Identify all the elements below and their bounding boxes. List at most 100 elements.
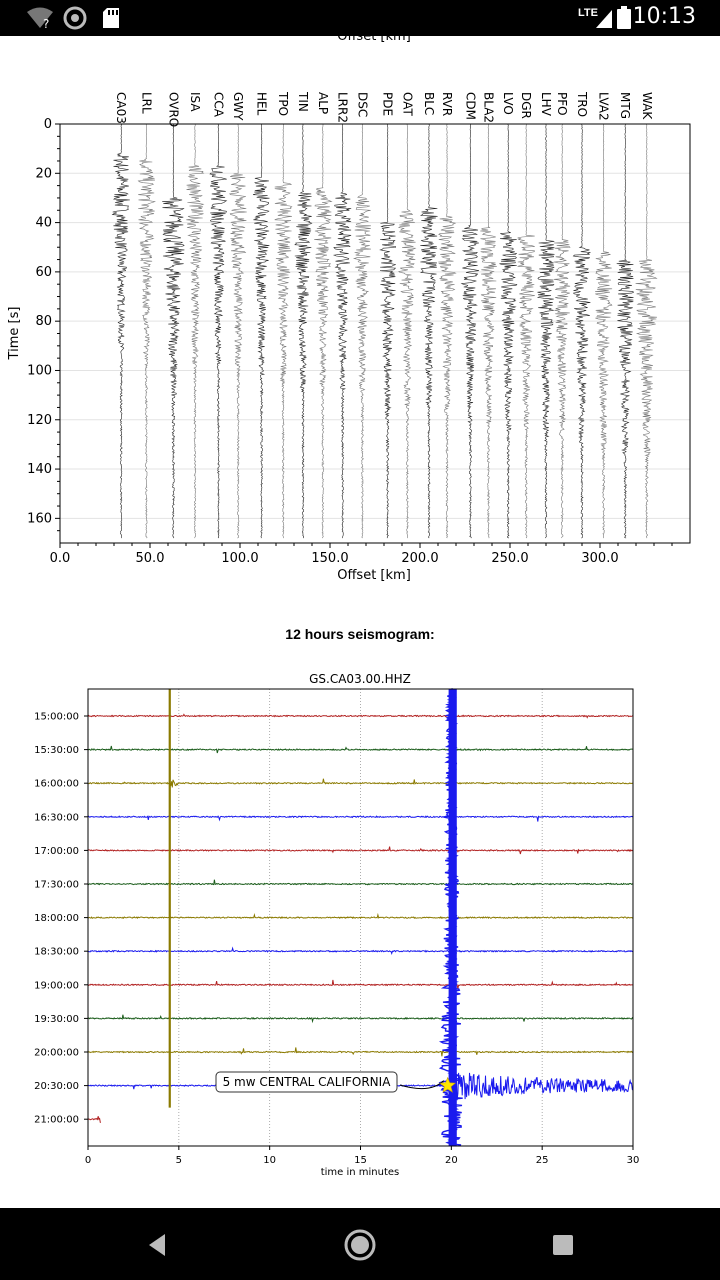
station-trace [517, 123, 535, 539]
station-label: BLC [422, 92, 436, 115]
y-tick-label: 120 [27, 413, 52, 428]
station-label: ALP [316, 92, 330, 114]
station-label: WAK [640, 92, 654, 120]
station-trace [499, 123, 518, 539]
station-label: CA03 [114, 92, 128, 124]
helicorder-row-trace [87, 979, 634, 990]
helicorder-x-tick: 5 [176, 1155, 182, 1166]
record-section-plot: Offset [km] CA03 LRL OVRO ISA CCA GWY HEL TPO TI… [7, 36, 691, 583]
x-tick-label: 300.0 [581, 551, 618, 566]
helicorder-row-trace [87, 1014, 634, 1024]
station-trace [616, 123, 635, 539]
station-trace [209, 123, 228, 539]
station-label: ISA [188, 92, 202, 112]
helicorder-row-label: 15:00:00 [34, 712, 79, 723]
station-trace [480, 123, 497, 539]
station-label: DSC [355, 92, 369, 117]
aperture-icon [63, 6, 87, 30]
station-trace [352, 123, 371, 539]
station-label: HEL [255, 92, 269, 116]
clock: 10:13 [632, 4, 696, 29]
back-icon[interactable] [143, 1230, 173, 1260]
station-trace [294, 123, 313, 539]
station-trace [438, 123, 457, 539]
helicorder-row-label: 15:30:00 [34, 745, 79, 756]
station-label: CCA [211, 92, 225, 118]
sd-card-icon [103, 8, 119, 28]
recents-icon[interactable] [548, 1230, 578, 1260]
y-tick-label: 40 [35, 216, 52, 231]
y-tick-label: 160 [27, 511, 52, 526]
station-label: LRL [139, 92, 153, 114]
station-trace [162, 123, 185, 539]
helicorder-row-trace [87, 846, 634, 855]
helicorder-row-trace [87, 1047, 634, 1057]
helicorder-row-trace [87, 778, 633, 788]
wifi-question-icon: ? [27, 7, 53, 30]
helicorder-row-trace [87, 815, 634, 822]
helicorder-x-axis-label: time in minutes [321, 1167, 400, 1178]
station-trace [397, 123, 417, 539]
helicorder-row-trace [87, 1116, 101, 1123]
x-tick-label: 250.0 [491, 551, 528, 566]
helicorder-x-tick: 25 [536, 1155, 549, 1166]
helicorder-row-label: 19:30:00 [34, 1014, 79, 1025]
station-label: TIN [296, 91, 310, 112]
station-trace [274, 123, 293, 539]
signal-icon [596, 10, 612, 28]
content-scroll[interactable]: Offset [km] CA03 LRL OVRO ISA CCA GWY HEL TPO TI… [0, 36, 720, 1208]
station-label: PDE [381, 92, 395, 116]
helicorder-title: GS.CA03.00.HHZ [309, 672, 411, 686]
helicorder-row-trace [87, 745, 633, 754]
helicorder-row-trace [87, 713, 634, 719]
event-annotation-label: 5 mw CENTRAL CALIFORNIA [223, 1075, 392, 1089]
top-axis-cut-label: Offset [km] [337, 36, 411, 44]
station-trace [229, 123, 247, 539]
station-label: LVA2 [597, 92, 611, 121]
station-trace [572, 123, 591, 539]
helicorder-x-tick: 15 [354, 1155, 367, 1166]
station-trace [635, 123, 658, 539]
helicorder-x-tick: 20 [445, 1155, 458, 1166]
station-label: BLA2 [481, 92, 495, 123]
station-trace [595, 123, 613, 539]
x-tick-label: 50.0 [136, 551, 165, 566]
home-icon[interactable] [343, 1228, 377, 1262]
station-label: PFO [555, 92, 569, 116]
station-label: CDM [463, 92, 477, 120]
helicorder-x-tick: 0 [85, 1155, 91, 1166]
helicorder-row-label: 20:30:00 [34, 1081, 79, 1092]
helicorder-section-title: 12 hours seismogram: [285, 626, 435, 642]
helicorder-plot: GS.CA03.00.HHZ 5 mw CENTRAL CALIFORNIA 0… [34, 672, 639, 1178]
x-axis-label: Offset [km] [337, 568, 411, 583]
svg-text:?: ? [43, 17, 49, 30]
battery-icon [617, 6, 631, 29]
helicorder-row-label: 20:00:00 [34, 1048, 79, 1059]
station-trace [314, 123, 333, 539]
station-label: OAT [400, 92, 414, 117]
earthquake-signal-core [448, 689, 457, 1146]
helicorder-row-label: 19:00:00 [34, 980, 79, 991]
station-trace [252, 123, 270, 539]
annotation-box [215, 1071, 398, 1093]
station-label: GWY [231, 92, 245, 121]
helicorder-row-label: 18:00:00 [34, 913, 79, 924]
helicorder-row-trace [87, 946, 634, 956]
station-label: DGR [519, 92, 533, 119]
helicorder-row-trace [87, 879, 634, 886]
station-label: LVO [501, 92, 515, 115]
helicorder-row-label: 17:30:00 [34, 880, 79, 891]
station-label: LHV [539, 92, 553, 117]
helicorder-row-label: 16:30:00 [34, 812, 79, 823]
station-trace [460, 123, 480, 539]
navigation-bar [0, 1208, 720, 1280]
y-tick-label: 80 [35, 314, 52, 329]
x-tick-label: 100.0 [221, 551, 258, 566]
station-trace [379, 123, 397, 539]
station-trace [419, 123, 438, 539]
station-label: LRR2 [336, 92, 350, 123]
status-bar: ? LTE 10:13 [0, 0, 720, 36]
station-trace [111, 123, 130, 539]
helicorder-row-label: 17:00:00 [34, 846, 79, 857]
station-label: TRO [575, 91, 589, 117]
